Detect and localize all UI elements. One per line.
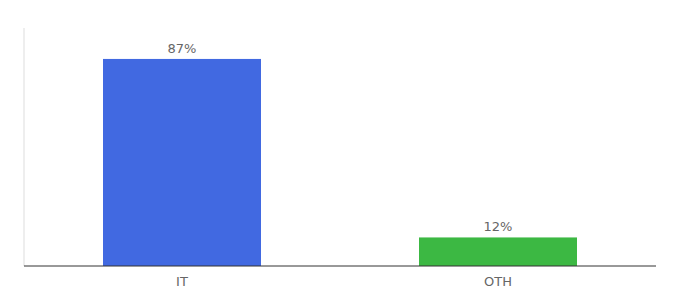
bar xyxy=(103,59,261,266)
data-label: 12% xyxy=(484,219,513,234)
chart: 87% 12% IT OTH xyxy=(0,0,680,300)
x-axis-line xyxy=(24,266,656,267)
bar xyxy=(419,237,577,266)
bars xyxy=(103,59,577,266)
x-tick-label: OTH xyxy=(484,274,512,289)
y-axis-line xyxy=(24,28,25,266)
x-tick-label: IT xyxy=(176,274,188,289)
data-label: 87% xyxy=(168,41,197,56)
chart-container: 87% 12% IT OTH xyxy=(0,0,680,300)
